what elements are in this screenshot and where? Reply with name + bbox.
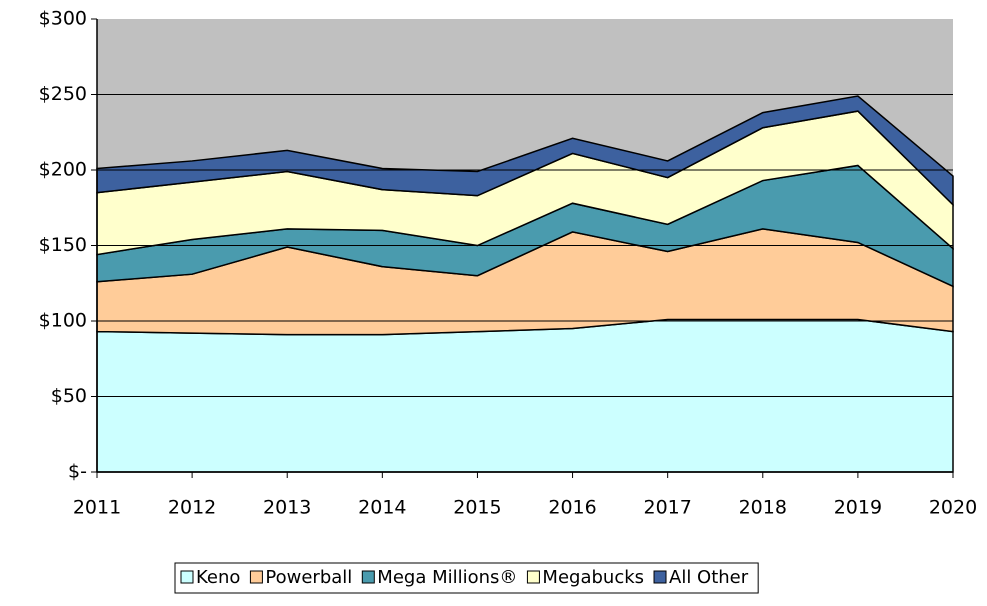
legend-swatch bbox=[653, 570, 667, 584]
legend-swatch bbox=[180, 570, 194, 584]
legend-label: Megabucks bbox=[542, 567, 644, 588]
x-tick-label: 2014 bbox=[358, 497, 406, 519]
y-tick-label: $300 bbox=[39, 8, 87, 30]
legend: Keno Powerball Mega Millions® Megabucks All … bbox=[174, 562, 759, 594]
legend-swatch bbox=[361, 570, 375, 584]
y-tick-label: $150 bbox=[39, 234, 87, 256]
x-tick-label: 2016 bbox=[548, 497, 596, 519]
x-tick-label: 2017 bbox=[643, 497, 691, 519]
y-tick-label: $100 bbox=[39, 310, 87, 332]
x-tick-label: 2012 bbox=[168, 497, 216, 519]
legend-swatch bbox=[249, 570, 263, 584]
x-tick-label: 2018 bbox=[739, 497, 787, 519]
x-tick-label: 2013 bbox=[263, 497, 311, 519]
legend-label: Mega Millions® bbox=[377, 567, 517, 588]
x-tick-label: 2019 bbox=[834, 497, 882, 519]
x-tick-label: 2020 bbox=[929, 497, 977, 519]
legend-label: All Other bbox=[669, 567, 749, 588]
legend-label: Keno bbox=[196, 567, 240, 588]
area bbox=[96, 95, 954, 207]
legend-swatch bbox=[526, 570, 540, 584]
y-tick-label: $250 bbox=[39, 83, 87, 105]
legend-label: Powerball bbox=[265, 567, 352, 588]
x-tick-label: 2015 bbox=[453, 497, 501, 519]
y-tick-label: $- bbox=[68, 461, 87, 483]
x-tick-label: 2011 bbox=[73, 497, 121, 519]
area bbox=[96, 318, 954, 473]
y-tick-label: $50 bbox=[51, 385, 87, 407]
y-tick-label: $200 bbox=[39, 159, 87, 181]
